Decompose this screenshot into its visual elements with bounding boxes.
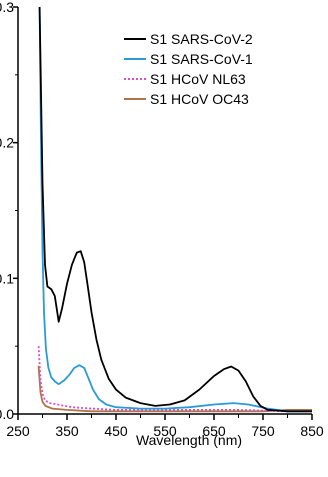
x-tick-label: 450 bbox=[104, 423, 128, 439]
y-axis-ticks: 0.0 0.1 0.2 0.3 bbox=[0, 0, 18, 422]
x-tick-label: 850 bbox=[300, 423, 324, 439]
y-tick-label: 0.1 bbox=[0, 270, 14, 286]
legend: S1 SARS-CoV-2 S1 SARS-CoV-1 S1 HCoV NL63 S1… bbox=[124, 31, 253, 107]
legend-label: S1 HCoV OC43 bbox=[150, 91, 249, 107]
y-tick-label: 0.2 bbox=[0, 135, 14, 151]
series-line-s1-hcov-oc43 bbox=[37, 365, 312, 413]
legend-label: S1 HCoV NL63 bbox=[150, 71, 246, 87]
x-tick-label: 750 bbox=[251, 423, 275, 439]
plot-series-group bbox=[37, 7, 312, 413]
x-axis-ticks: 250 350 450 550 650 750 850 bbox=[6, 414, 324, 439]
x-tick-label: 350 bbox=[55, 423, 79, 439]
x-axis-title: Wavelength (nm) bbox=[136, 432, 242, 448]
x-tick-label: 650 bbox=[202, 423, 226, 439]
y-tick-label: 0.3 bbox=[0, 0, 14, 15]
legend-label: S1 SARS-CoV-1 bbox=[150, 51, 253, 67]
series-line-s1-sars-cov-2 bbox=[38, 7, 312, 413]
x-tick-label: 250 bbox=[6, 423, 30, 439]
y-tick-label: 0.0 bbox=[0, 406, 14, 422]
x-tick-label: 550 bbox=[153, 423, 177, 439]
series-line-s1-hcov-nl63 bbox=[37, 346, 312, 413]
legend-label: S1 SARS-CoV-2 bbox=[150, 31, 253, 47]
series-line-s1-sars-cov-1 bbox=[38, 7, 312, 413]
axes-group: 0.0 0.1 0.2 0.3 250 350 450 550 650 750 850 bbox=[0, 0, 324, 439]
